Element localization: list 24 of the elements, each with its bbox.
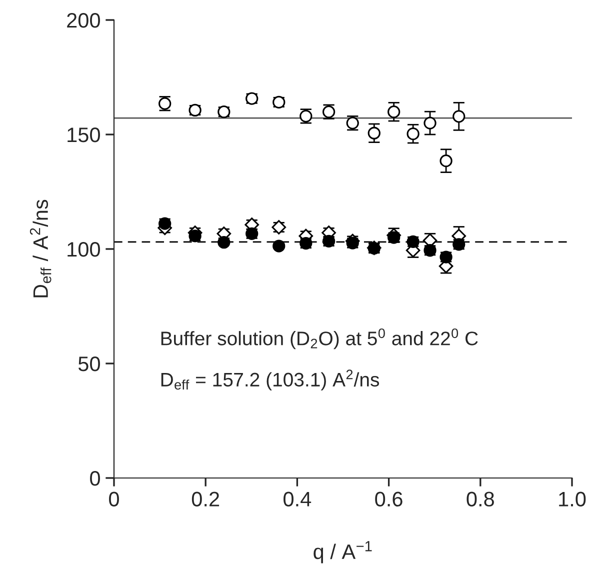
x-tick-label: 0.6 bbox=[375, 492, 402, 506]
x-tick-label: 1.0 bbox=[559, 492, 586, 506]
y-tick-label: 100 bbox=[68, 242, 100, 257]
x-tick-label: 0.2 bbox=[192, 492, 220, 506]
y-tick-label: 150 bbox=[68, 128, 100, 142]
point bbox=[368, 126, 380, 140]
point bbox=[218, 236, 230, 249]
x-axis-title: q / A$^{−1}$ bbox=[314, 541, 372, 564]
point bbox=[272, 240, 286, 252]
y-tick-label: 200 bbox=[67, 13, 100, 28]
x-tick-label: 0.4 bbox=[284, 492, 312, 506]
point bbox=[388, 106, 400, 118]
annotation: D$_{eff}$ = 157.2 (103.1) A$^{2}$/ns bbox=[161, 370, 380, 390]
x-tick-label: 0 bbox=[109, 492, 119, 506]
point bbox=[406, 127, 420, 140]
point bbox=[424, 116, 436, 130]
y-tick-label: 50 bbox=[78, 356, 100, 372]
point bbox=[452, 110, 466, 123]
y-tick-label: 0 bbox=[90, 471, 100, 486]
point bbox=[440, 154, 452, 168]
x-tick-label: 0.8 bbox=[466, 492, 494, 506]
annotation: Buffer solution (D$_{2}$O) at 5$^{0}$ and 22$^{0}$ C bbox=[161, 328, 478, 350]
y-axis-title: D$_{eff}$ / A$^{2}$/ns bbox=[30, 200, 52, 298]
point bbox=[158, 217, 172, 230]
